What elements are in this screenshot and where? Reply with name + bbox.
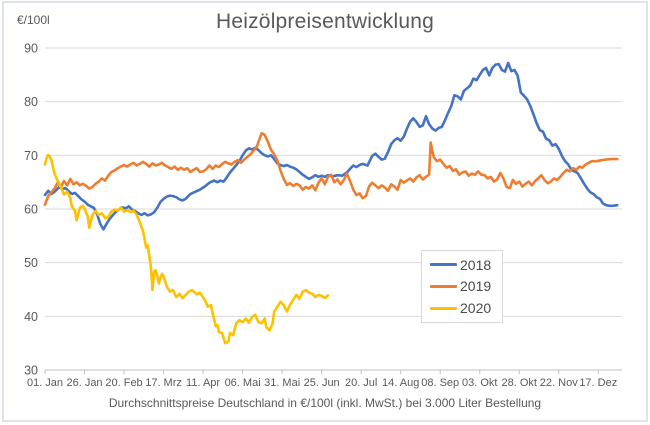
x-tick-label: 25. Jun xyxy=(304,377,340,389)
x-tick-label: 11. Apr xyxy=(186,377,220,389)
legend: 2018 2019 2020 xyxy=(421,250,503,323)
y-tick-label-50: 50 xyxy=(24,256,38,270)
legend-swatch-2018 xyxy=(430,263,457,267)
legend-label-2019: 2019 xyxy=(460,278,492,295)
y-tick-label-80: 80 xyxy=(24,95,38,109)
legend-swatch-2019 xyxy=(430,284,457,288)
x-tick-label: 26. Jan xyxy=(66,377,102,389)
y-tick-label-30: 30 xyxy=(24,364,38,378)
series-line-2019 xyxy=(43,132,619,206)
y-tick-label-70: 70 xyxy=(24,149,38,163)
x-tick-label: 31. Mai xyxy=(264,377,300,389)
x-tick-label: 17. Dez xyxy=(579,377,617,389)
x-tick-label: 03. Okt xyxy=(462,377,497,389)
x-tick-label: 14. Aug xyxy=(382,377,419,389)
x-tick-label: 17. Mrz xyxy=(145,377,182,389)
x-tick-label: 28. Okt xyxy=(502,377,537,389)
y-axis-unit-label: €/100l xyxy=(17,13,50,27)
y-tick-label-40: 40 xyxy=(24,310,38,324)
x-tick-label: 06. Mai xyxy=(225,377,261,389)
legend-item-2018: 2018 xyxy=(422,257,502,273)
legend-item-2020: 2020 xyxy=(422,300,502,316)
legend-label-2018: 2018 xyxy=(460,256,492,273)
x-tick-label: 20. Jul xyxy=(345,377,377,389)
y-tick-label-90: 90 xyxy=(24,42,38,56)
x-tick-label: 08. Sep xyxy=(421,377,459,389)
legend-swatch-2020 xyxy=(430,306,457,310)
x-tick-label: 22. Nov xyxy=(540,377,578,389)
chart-title: Heizölpreisentwicklung xyxy=(216,10,434,33)
series-line-2020 xyxy=(43,153,330,345)
x-tick-label: 20. Feb xyxy=(105,377,142,389)
chart-caption: Durchschnittspreise Deutschland in €/100… xyxy=(108,396,542,410)
series-line-2018 xyxy=(43,61,619,231)
legend-item-2019: 2019 xyxy=(422,278,502,294)
x-tick-label: 01. Jan xyxy=(27,377,63,389)
legend-label-2020: 2020 xyxy=(460,300,492,317)
y-tick-label-60: 60 xyxy=(24,203,38,217)
